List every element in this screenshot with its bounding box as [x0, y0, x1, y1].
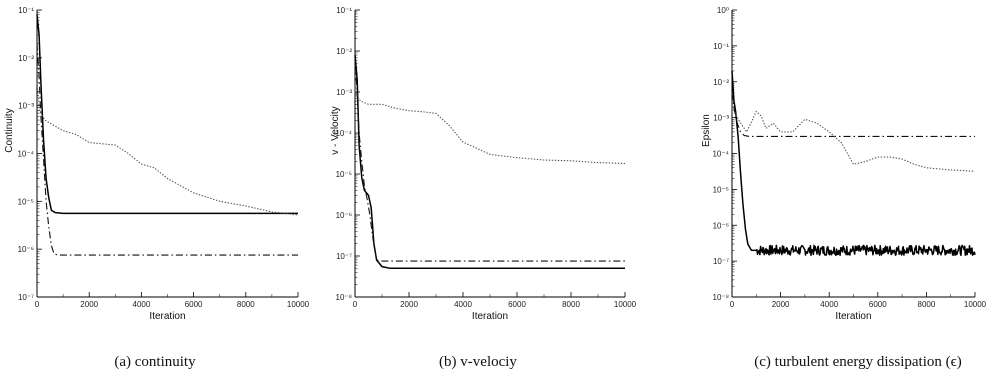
y-tick-label: 10⁻² — [713, 78, 729, 87]
y-tick-label: 10⁻⁵ — [18, 197, 34, 206]
y-tick-label: 10⁻³ — [18, 102, 34, 111]
x-tick-label: 0 — [353, 300, 358, 309]
y-tick-label: 10⁰ — [717, 6, 729, 15]
y-tick-label: 10⁻⁷ — [18, 293, 34, 302]
x-axis-label: Iteration — [472, 311, 508, 322]
y-axis-label: Continuity — [4, 108, 15, 152]
y-tick-label: 10⁻⁴ — [712, 150, 729, 159]
y-tick-label: 10⁻² — [336, 47, 352, 56]
y-tick-label: 10⁻³ — [713, 114, 729, 123]
series-line-dotted — [354, 91, 626, 165]
x-tick-label: 8000 — [562, 300, 580, 309]
series-line-solid — [36, 14, 298, 215]
x-tick-label: 6000 — [185, 300, 203, 309]
y-tick-label: 10⁻¹ — [336, 6, 352, 15]
x-tick-label: 10000 — [614, 300, 637, 309]
x-tick-label: 8000 — [918, 300, 936, 309]
x-tick-label: 2000 — [80, 300, 98, 309]
x-tick-label: 0 — [730, 300, 735, 309]
y-tick-label: 10⁻⁵ — [713, 185, 729, 194]
x-tick-label: 0 — [35, 300, 40, 309]
chart-caption: (a) continuity — [114, 354, 196, 370]
x-tick-label: 4000 — [133, 300, 151, 309]
series-line-dashdot — [36, 43, 298, 256]
x-tick-label: 4000 — [820, 300, 838, 309]
chart-caption: (c) turbulent energy dissipation (ϵ) — [754, 354, 961, 370]
x-tick-label: 10000 — [287, 300, 310, 309]
y-axis-label: v - Velocity — [330, 106, 341, 154]
y-tick-label: 10⁻⁵ — [336, 170, 352, 179]
y-tick-label: 10⁻⁸ — [713, 293, 730, 302]
chart-0: 10⁻⁷ 10⁻⁶ 10⁻⁵ 10⁻⁴ 10⁻³ 10⁻² 10⁻¹ 0 2000 4000 600… — [4, 6, 310, 370]
series-line-dotted — [36, 82, 299, 216]
x-tick-label: 6000 — [508, 300, 526, 309]
y-tick-label: 10⁻⁷ — [713, 257, 729, 266]
y-tick-label: 10⁻¹ — [713, 42, 729, 51]
y-tick-label: 10⁻⁶ — [336, 211, 352, 220]
series-line-dashdot — [354, 63, 625, 262]
y-tick-label: 10⁻⁶ — [18, 245, 34, 254]
chart-caption: (b) v-velociy — [439, 354, 517, 370]
x-tick-label: 6000 — [869, 300, 887, 309]
y-axis-label: Epsilon — [701, 114, 712, 147]
x-axis-label: Iteration — [835, 311, 871, 322]
series-line-dashdot — [731, 92, 975, 137]
y-tick-label: 10⁻⁶ — [713, 221, 729, 230]
series-line-dotted — [731, 106, 976, 172]
series-line-solid — [354, 54, 625, 270]
y-tick-label: 10⁻⁴ — [17, 150, 34, 159]
x-tick-label: 4000 — [454, 300, 472, 309]
y-tick-label: 10⁻⁸ — [336, 293, 353, 302]
y-tick-label: 10⁻⁷ — [336, 252, 352, 261]
y-tick-label: 10⁻⁴ — [335, 129, 352, 138]
series-line-solid — [731, 70, 976, 257]
y-tick-label: 10⁻³ — [336, 88, 352, 97]
x-tick-label: 10000 — [964, 300, 987, 309]
y-tick-label: 10⁻¹ — [18, 6, 34, 15]
x-tick-label: 8000 — [237, 300, 255, 309]
x-tick-label: 2000 — [400, 300, 418, 309]
chart-1: 10⁻⁸ 10⁻⁷ 10⁻⁶ 10⁻⁵ 10⁻⁴ 10⁻³ 10⁻² 10⁻¹ 0 2000 400… — [330, 6, 637, 370]
x-tick-label: 2000 — [772, 300, 790, 309]
y-tick-label: 10⁻² — [18, 54, 34, 63]
x-axis-label: Iteration — [149, 311, 185, 322]
chart-2: 10⁻⁸ 10⁻⁷ 10⁻⁶ 10⁻⁵ 10⁻⁴ 10⁻³ 10⁻² 10⁻¹ 10⁰ 0 2000… — [701, 6, 987, 370]
